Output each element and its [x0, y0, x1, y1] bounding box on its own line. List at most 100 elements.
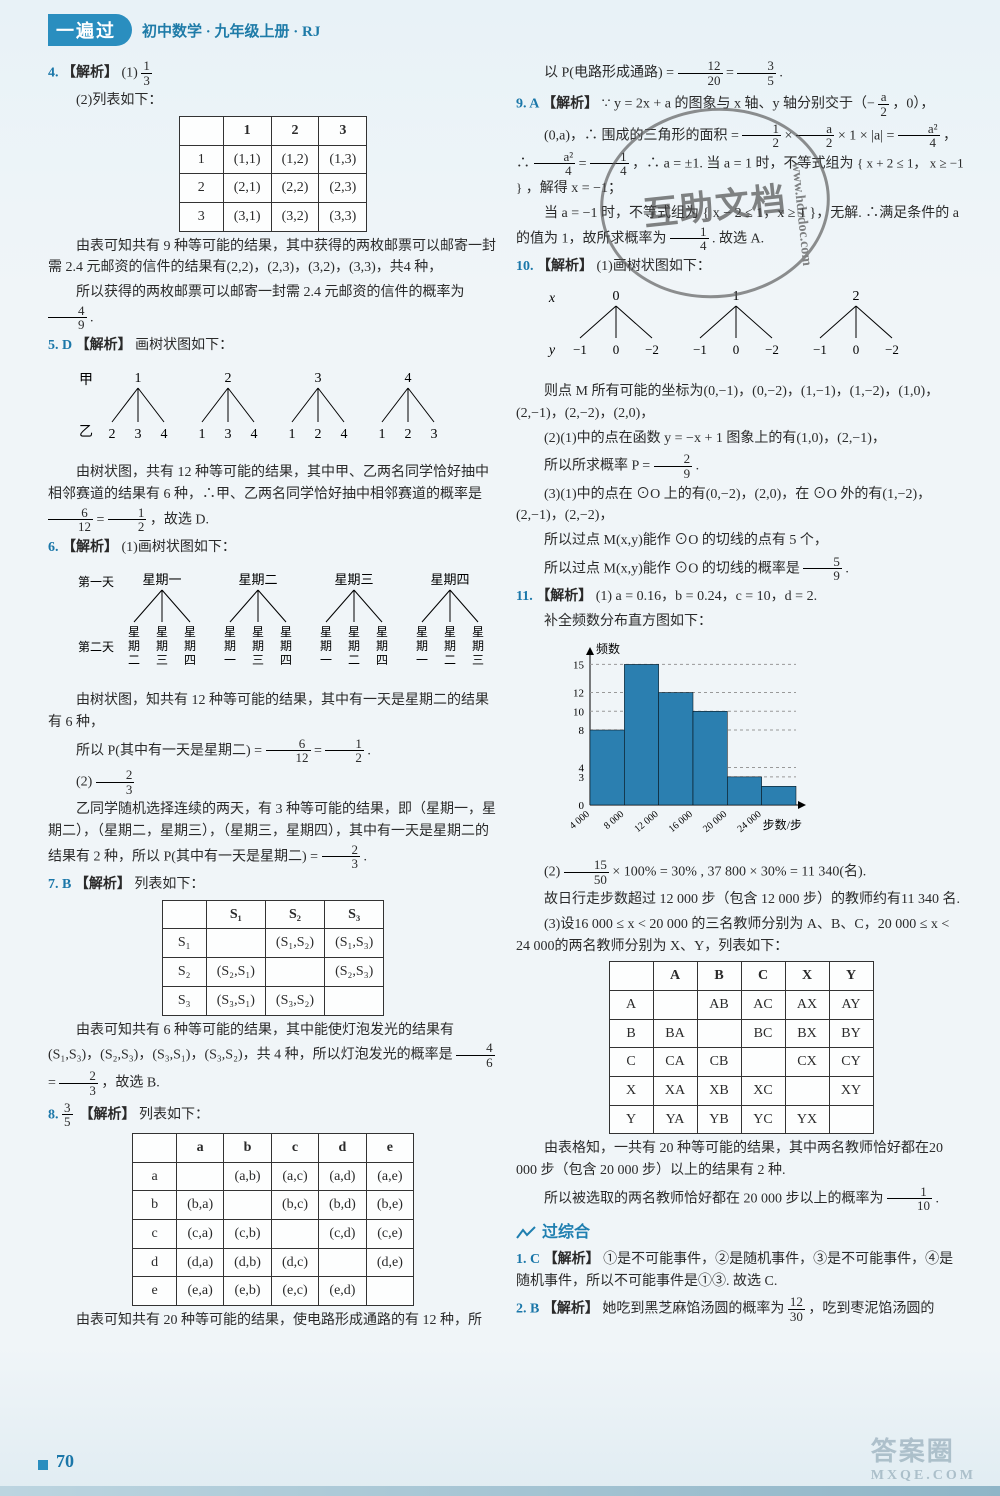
q6-head: 6. 【解析】 (1)画树状图如下： [48, 537, 498, 559]
svg-text:第一天: 第一天 [78, 575, 114, 589]
svg-text:期: 期 [280, 639, 292, 653]
q5-text: 由树状图，共有 12 种等可能的结果，其中甲、乙两名同学恰好抽中相邻赛道的结果有… [48, 462, 498, 534]
svg-text:12 000: 12 000 [632, 809, 660, 835]
header-subtitle: 初中数学 · 九年级上册 · RJ [142, 20, 320, 41]
svg-text:星: 星 [224, 625, 236, 639]
svg-text:3: 3 [315, 371, 322, 386]
svg-text:8 000: 8 000 [602, 809, 626, 832]
guo1: 1. C 【解析】 ①是不可能事件，②是随机事件，③是不可能事件，④是随机事件，… [516, 1249, 966, 1292]
svg-text:x: x [548, 291, 556, 306]
q8-head: 8. 35 【解析】 列表如下： [48, 1101, 498, 1129]
svg-text:1: 1 [135, 371, 142, 386]
q11-t3: 故日行走步数超过 12 000 步（包含 12 000 步）的教师约有11 34… [516, 889, 966, 911]
svg-text:10: 10 [573, 706, 585, 718]
q4-line1: 4. 【解析】 (1) 13 [48, 59, 498, 87]
q4-text2: 所以获得的两枚邮票可以邮寄一封需 2.4 元邮资的信件的概率为 49 . [48, 282, 498, 332]
svg-text:1: 1 [379, 427, 386, 442]
q10-t5: 所以过点 M(x,y)能作 ⊙O 的切线的点有 5 个， [516, 530, 966, 552]
q4-text1: 由表可知共有 9 种等可能的结果，其中获得的两枚邮票可以邮寄一封需 2.4 元邮… [48, 236, 498, 279]
q7-text: 由表可知共有 6 种等可能的结果，其中能使灯泡发光的结果有(S₁,S₃)，(S₂… [48, 1020, 498, 1098]
svg-text:一: 一 [416, 653, 428, 667]
svg-text:甲: 甲 [79, 373, 93, 388]
svg-text:期: 期 [416, 639, 428, 653]
svg-text:星期二: 星期二 [238, 572, 277, 587]
svg-text:2: 2 [853, 289, 860, 304]
svg-text:−2: −2 [885, 342, 899, 357]
q11-t4: (3)设16 000 ≤ x < 20 000 的三名教师分别为 A、B、C，2… [516, 914, 966, 957]
svg-text:星: 星 [416, 625, 428, 639]
svg-text:8: 8 [579, 725, 585, 737]
q7-head: 7. B 【解析】 列表如下： [48, 874, 498, 896]
svg-text:1: 1 [289, 427, 296, 442]
page-number: 70 [56, 1451, 74, 1472]
q10-t3: 所以所求概率 P = 29 . [516, 452, 966, 480]
q6-t3: 乙同学随机选择连续的两天，有 3 种等可能的结果，即（星期一，星期二），（星期二… [48, 799, 498, 871]
svg-text:三: 三 [156, 653, 168, 667]
q10-tree: x y 0−10−21−10−22−10−2 [536, 284, 936, 366]
svg-text:二: 二 [444, 653, 456, 667]
svg-text:4: 4 [579, 763, 585, 775]
svg-text:二: 二 [128, 653, 140, 667]
svg-text:−2: −2 [765, 342, 779, 357]
svg-text:3: 3 [225, 427, 232, 442]
q6-p2: (2) 23 [48, 768, 498, 796]
svg-text:三: 三 [472, 653, 484, 667]
svg-text:星: 星 [320, 625, 332, 639]
q11-histogram: 频数步数/步03481012154 0008 00012 00016 00020… [546, 641, 806, 841]
svg-text:星: 星 [156, 625, 168, 639]
svg-text:乙: 乙 [79, 424, 93, 440]
q11-t6: 所以被选取的两名教师恰好都在 20 000 步以上的概率为 110 . [516, 1185, 966, 1213]
svg-text:期: 期 [252, 639, 264, 653]
svg-text:24 000: 24 000 [735, 809, 763, 835]
svg-text:星: 星 [376, 625, 388, 639]
svg-text:4: 4 [251, 427, 258, 442]
guo2: 2. B 【解析】 她吃到黑芝麻馅汤圆的概率为 1230 ，吃到枣泥馅汤圆的 [516, 1295, 966, 1323]
svg-text:4: 4 [405, 371, 412, 386]
svg-text:四: 四 [184, 653, 196, 667]
svg-text:星: 星 [184, 625, 196, 639]
svg-text:12: 12 [573, 688, 584, 700]
q4-table: 123 1(1,1)(1,2)(1,3) 2(2,1)(2,2)(2,3) 3(… [179, 116, 367, 232]
svg-text:期: 期 [348, 639, 360, 653]
column-left: 4. 【解析】 (1) 13 (2)列表如下： 123 1(1,1)(1,2)(… [48, 56, 498, 1335]
svg-text:0: 0 [613, 342, 620, 357]
svg-text:三: 三 [252, 653, 264, 667]
svg-text:−2: −2 [645, 342, 659, 357]
q7-table: S₁S₂S₃ S₁(S₁,S₂)(S₁,S₃) S₂(S₂,S₁)(S₂,S₃)… [162, 900, 385, 1016]
svg-text:四: 四 [376, 653, 388, 667]
svg-text:星: 星 [472, 625, 484, 639]
svg-text:星: 星 [128, 625, 140, 639]
two-columns: 4. 【解析】 (1) 13 (2)列表如下： 123 1(1,1)(1,2)(… [48, 56, 970, 1335]
svg-text:−1: −1 [573, 342, 587, 357]
svg-text:0: 0 [733, 342, 740, 357]
svg-text:−1: −1 [693, 342, 707, 357]
q6-t1: 由树状图，知共有 12 种等可能的结果，其中有一天是星期二的结果有 6 种， [48, 690, 498, 733]
q11-t1: 补全频数分布直方图如下： [516, 611, 966, 633]
page-marker-icon [38, 1460, 48, 1470]
q10-t1: 则点 M 所有可能的坐标为(0,−1)，(0,−2)，(1,−1)，(1,−2)… [516, 381, 966, 424]
svg-text:期: 期 [156, 639, 168, 653]
svg-text:星期三: 星期三 [334, 572, 373, 587]
svg-text:星期一: 星期一 [142, 572, 181, 587]
svg-text:2: 2 [315, 427, 322, 442]
svg-text:期: 期 [376, 639, 388, 653]
q11-t5: 由表格知，一共有 20 种等可能的结果，其中两名教师恰好都在20 000 步（包… [516, 1138, 966, 1181]
svg-text:2: 2 [225, 371, 232, 386]
svg-text:1: 1 [199, 427, 206, 442]
svg-text:2: 2 [109, 427, 116, 442]
svg-text:一: 一 [320, 653, 332, 667]
svg-text:0: 0 [613, 289, 620, 304]
svg-text:期: 期 [184, 639, 196, 653]
page-header: 一遍过 初中数学 · 九年级上册 · RJ [48, 14, 970, 46]
svg-text:频数: 频数 [596, 641, 620, 656]
svg-text:步数/步: 步数/步 [763, 817, 802, 832]
q8-t1: 由表可知共有 20 种等可能的结果，使电路形成通路的有 12 种，所 [48, 1310, 498, 1332]
svg-text:y: y [547, 343, 556, 358]
q11-head: 11. 【解析】 (1) a = 0.16，b = 0.24，c = 10，d … [516, 586, 966, 608]
watermark-bottom: 答案圈 MXQE.COM [871, 1431, 976, 1484]
svg-text:二: 二 [348, 653, 360, 667]
svg-text:20 000: 20 000 [701, 809, 729, 835]
svg-text:3: 3 [135, 427, 142, 442]
svg-text:4: 4 [341, 427, 348, 442]
svg-text:四: 四 [280, 653, 292, 667]
